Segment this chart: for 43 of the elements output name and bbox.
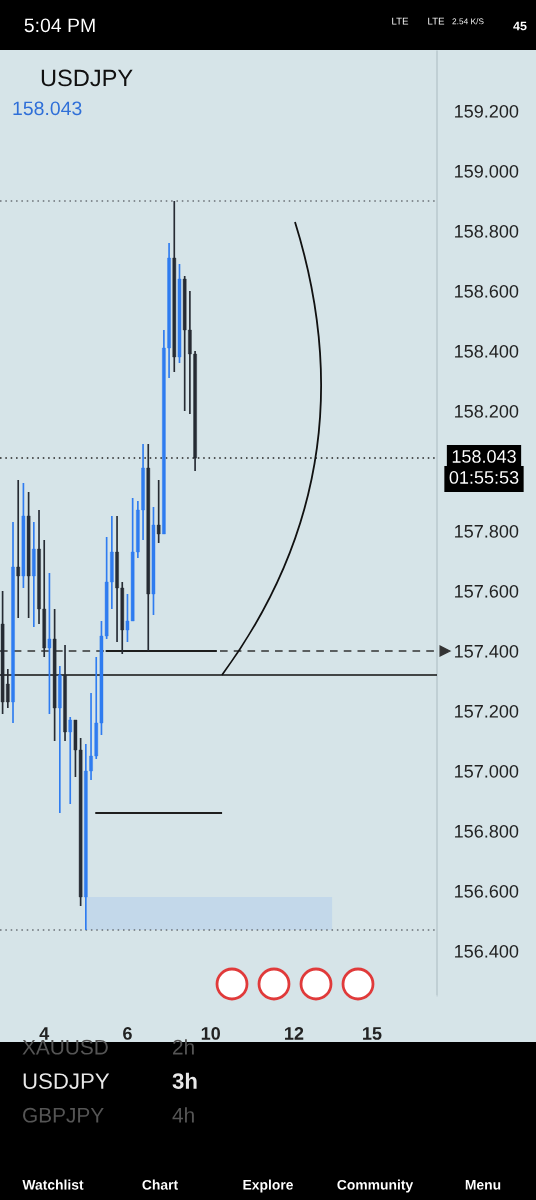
text: USDJPY bbox=[23, 1073, 110, 1089]
text: 4h bbox=[172, 1107, 194, 1123]
y-tick-label: 157.600 bbox=[455, 584, 519, 598]
y-tick-label: 158.600 bbox=[455, 284, 519, 298]
x-tick-label: 6 bbox=[123, 1027, 132, 1040]
x-tick-label: 15 bbox=[363, 1027, 382, 1040]
text: 3h bbox=[172, 1072, 197, 1089]
x-tick-label: 12 bbox=[285, 1027, 304, 1040]
text: 158.043 bbox=[13, 101, 82, 116]
text: 2.54 K/S bbox=[452, 18, 484, 25]
y-tick-label: 158.400 bbox=[455, 344, 519, 358]
text: USDJPY bbox=[41, 69, 133, 87]
text: LTE bbox=[392, 17, 409, 25]
text: 158.043 bbox=[452, 450, 516, 463]
text: Explore bbox=[243, 1179, 293, 1193]
y-tick-label: 157.200 bbox=[455, 704, 519, 718]
text: 01:55:53 bbox=[449, 471, 519, 484]
text: 45 bbox=[513, 21, 527, 31]
text: GBPJPY bbox=[23, 1107, 104, 1123]
x-tick-label: 4 bbox=[39, 1027, 50, 1040]
text: 5:04 PM bbox=[24, 18, 95, 33]
candlestick bbox=[47, 572, 52, 715]
text: Community bbox=[337, 1179, 414, 1193]
text: 2h bbox=[173, 1039, 194, 1055]
text: Watchlist bbox=[22, 1179, 84, 1190]
candlestick bbox=[156, 479, 161, 544]
y-tick-label: 156.800 bbox=[455, 824, 519, 838]
y-tick-label: 158.800 bbox=[455, 224, 519, 238]
text: Menu bbox=[465, 1180, 501, 1190]
text: XAUUSD bbox=[22, 1039, 108, 1055]
text: Chart bbox=[142, 1179, 178, 1190]
y-tick-label: 156.600 bbox=[455, 884, 519, 898]
candlestick bbox=[68, 716, 72, 805]
y-tick-label: 157.400 bbox=[455, 644, 519, 658]
y-tick-label: 156.400 bbox=[455, 944, 519, 958]
y-tick-label: 159.000 bbox=[455, 164, 519, 178]
y-tick-label: 157.800 bbox=[455, 524, 519, 538]
x-tick-label: 10 bbox=[201, 1027, 220, 1040]
y-tick-label: 158.200 bbox=[455, 404, 519, 418]
y-tick-label: 157.000 bbox=[455, 764, 519, 778]
candlestick bbox=[16, 479, 20, 619]
text: LTE bbox=[428, 17, 445, 25]
y-tick-label: 159.200 bbox=[455, 104, 519, 118]
